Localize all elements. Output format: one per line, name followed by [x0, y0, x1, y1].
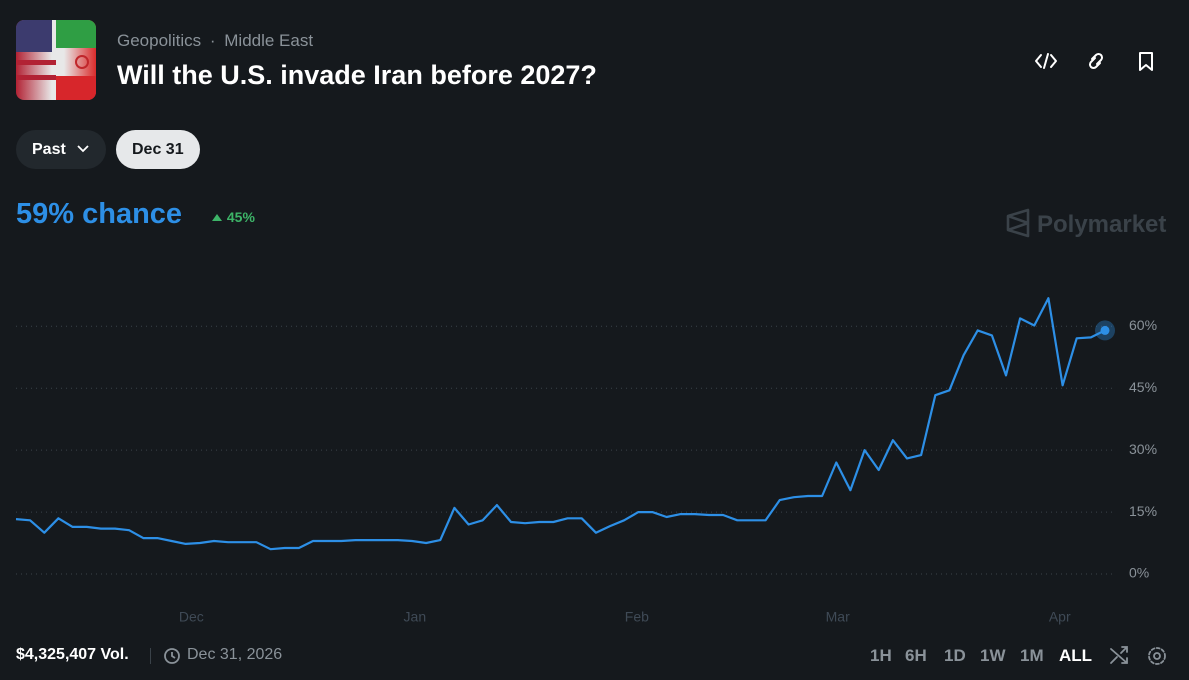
range-button[interactable]: 1H — [870, 646, 892, 665]
settings-button[interactable] — [1148, 647, 1166, 665]
change: 45% — [211, 209, 255, 225]
embed-button[interactable] — [1035, 53, 1057, 69]
y-tick-label: 45% — [1129, 379, 1157, 395]
chart: 0% 15% 30% 45% 60% Dec Jan Feb Mar Apr — [15, 297, 1157, 625]
y-tick-label: 60% — [1129, 317, 1157, 333]
date-pill[interactable]: Dec 31 — [116, 130, 200, 169]
x-tick-label: Dec — [179, 609, 204, 625]
market-title: Will the U.S. invade Iran before 2027? — [117, 60, 597, 90]
y-tick-label: 30% — [1129, 441, 1157, 457]
volume: $4,325,407 Vol. — [16, 646, 129, 663]
y-tick-label: 15% — [1129, 503, 1157, 519]
market-icon — [16, 20, 96, 100]
breadcrumb: Geopolitics · Middle East — [117, 31, 313, 51]
x-tick-label: Jan — [404, 609, 427, 625]
range-button[interactable]: 1W — [980, 646, 1006, 665]
range-button[interactable]: ALL — [1059, 646, 1093, 665]
change-value: 45% — [226, 209, 255, 225]
end-date: Dec 31, 2026 — [187, 646, 283, 663]
y-tick-label: 0% — [1129, 565, 1149, 581]
separator: · — [209, 31, 216, 50]
category-link[interactable]: Geopolitics — [117, 31, 202, 50]
divider — [150, 648, 151, 664]
brand: Polymarket — [1005, 208, 1166, 239]
up-arrow — [212, 214, 222, 221]
range-button[interactable]: 1M — [1020, 646, 1044, 665]
clock-icon — [164, 648, 180, 664]
chart-tools — [1110, 646, 1166, 665]
x-tick-label: Feb — [625, 609, 649, 625]
actions — [1035, 52, 1153, 71]
x-tick-label: Mar — [826, 609, 850, 625]
range-button[interactable]: 6H — [905, 646, 927, 665]
brand-logo — [1006, 208, 1030, 238]
range-button[interactable]: 1D — [944, 646, 966, 665]
bookmark-button[interactable] — [1139, 52, 1153, 71]
end-dot — [1100, 325, 1110, 335]
past-dropdown[interactable]: Past — [16, 130, 107, 169]
brand-name: Polymarket — [1037, 211, 1167, 238]
chance: 59% chance — [16, 198, 183, 230]
past-label: Past — [32, 141, 66, 158]
subcategory-link[interactable]: Middle East — [224, 31, 314, 50]
shuffle-button[interactable] — [1110, 646, 1128, 664]
chevron — [77, 145, 89, 153]
link-button[interactable] — [1088, 52, 1104, 70]
price-line — [15, 297, 1106, 551]
x-tick-label: Apr — [1049, 609, 1071, 625]
